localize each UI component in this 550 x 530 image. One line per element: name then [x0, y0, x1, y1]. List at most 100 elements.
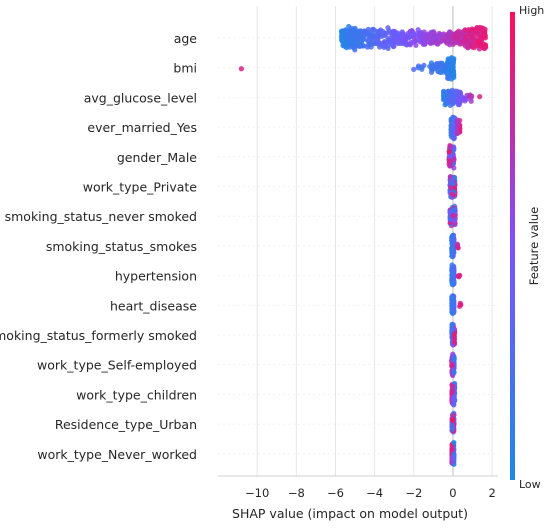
shap-point — [449, 384, 456, 390]
shap-point — [415, 27, 421, 33]
shap-point — [416, 32, 422, 38]
shap-point — [450, 213, 456, 219]
shap-point — [447, 144, 453, 150]
shap-point — [454, 130, 461, 137]
shap-point — [385, 45, 391, 51]
shap-point — [451, 135, 457, 141]
feature-label: work_type_Private — [83, 180, 198, 195]
feature-label: work_type_Never_worked — [37, 447, 197, 462]
shap-point — [415, 37, 422, 43]
feature-label: work_type_Self-employed — [37, 358, 197, 373]
feature-label: ever_married_Yes — [87, 120, 197, 135]
shap-point — [421, 62, 427, 68]
shap-point — [447, 33, 453, 39]
shap-point — [395, 40, 401, 47]
shap-point — [376, 28, 382, 34]
feature-label: smoking_status_never smoked — [5, 209, 197, 224]
shap-point — [437, 61, 443, 67]
shap-point — [454, 117, 460, 123]
shap-point — [430, 65, 436, 71]
shap-point — [350, 28, 356, 34]
shap-point — [394, 32, 400, 38]
shap-point — [448, 184, 454, 190]
shap-point — [468, 98, 474, 104]
shap-point — [382, 32, 388, 38]
shap-point — [338, 28, 345, 34]
shap-point — [451, 156, 457, 162]
shap-point — [376, 40, 383, 46]
shap-point — [406, 34, 412, 40]
shap-point — [399, 32, 406, 38]
x-tick-label: 2 — [488, 486, 495, 500]
shap-point — [464, 44, 471, 50]
shap-point — [449, 294, 455, 300]
shap-point — [448, 58, 455, 64]
shap-point — [455, 121, 461, 127]
feature-label: smoking_status_formerly smoked — [0, 328, 197, 343]
shap-point — [449, 94, 455, 101]
shap-point — [454, 242, 461, 248]
shap-point — [421, 32, 427, 39]
shap-point — [448, 64, 455, 70]
shap-point — [449, 423, 456, 429]
shap-point — [429, 38, 435, 44]
shap-point — [451, 339, 457, 345]
shap-point — [449, 321, 455, 327]
shap-point — [451, 402, 457, 408]
shap-point — [447, 163, 453, 169]
shap-point — [475, 38, 482, 45]
colorbar: High Low Feature value — [510, 4, 544, 491]
shap-point — [385, 25, 391, 31]
shap-point — [451, 218, 457, 224]
shap-point — [446, 149, 453, 155]
shap-point — [419, 66, 425, 72]
shap-point — [466, 28, 472, 34]
shap-point — [364, 44, 371, 50]
feature-label: hypertension — [115, 269, 197, 284]
shap-point — [450, 275, 456, 282]
shap-point — [451, 263, 457, 270]
shap-point — [449, 361, 455, 367]
x-tick-label: −6 — [327, 486, 344, 500]
shap-point — [449, 310, 456, 317]
shap-point — [351, 40, 357, 46]
shap-point — [453, 35, 459, 41]
shap-point — [428, 69, 435, 75]
shap-point — [482, 33, 488, 39]
shap-point — [451, 335, 457, 341]
shap-point — [343, 40, 349, 46]
shap-point — [451, 451, 457, 457]
shap-point — [384, 39, 390, 46]
x-axis: −10 −8 −6 −4 −2 0 2 SHAP value (impact on model… — [218, 475, 498, 521]
shap-point — [450, 73, 457, 79]
shap-point — [468, 95, 474, 101]
shap-point — [480, 26, 486, 32]
feature-label: bmi — [173, 61, 197, 76]
shap-point — [366, 36, 372, 42]
shap-point — [482, 42, 489, 48]
colorbar-title: Feature value — [527, 207, 541, 286]
feature-label: gender_Male — [117, 150, 197, 165]
shap-point — [436, 30, 442, 37]
shap-point — [458, 301, 464, 308]
x-axis-title: SHAP value (impact on model output) — [232, 506, 468, 521]
feature-label: smoking_status_smokes — [46, 239, 197, 254]
shap-point — [406, 41, 412, 47]
shap-point — [356, 39, 363, 45]
shap-point — [444, 75, 451, 81]
shap-point — [451, 440, 457, 446]
shap-point — [455, 98, 461, 104]
shap-point — [468, 38, 474, 44]
shap-point — [449, 327, 455, 333]
shap-point — [458, 35, 464, 41]
shap-point — [449, 281, 456, 287]
shap-point — [456, 273, 462, 279]
shap-point — [450, 417, 456, 424]
shap-point — [450, 207, 456, 213]
shap-point — [439, 36, 445, 42]
shap-point — [411, 66, 417, 72]
shap-point — [413, 42, 419, 48]
feature-label: work_type_children — [76, 387, 197, 402]
shap-point — [449, 38, 455, 45]
